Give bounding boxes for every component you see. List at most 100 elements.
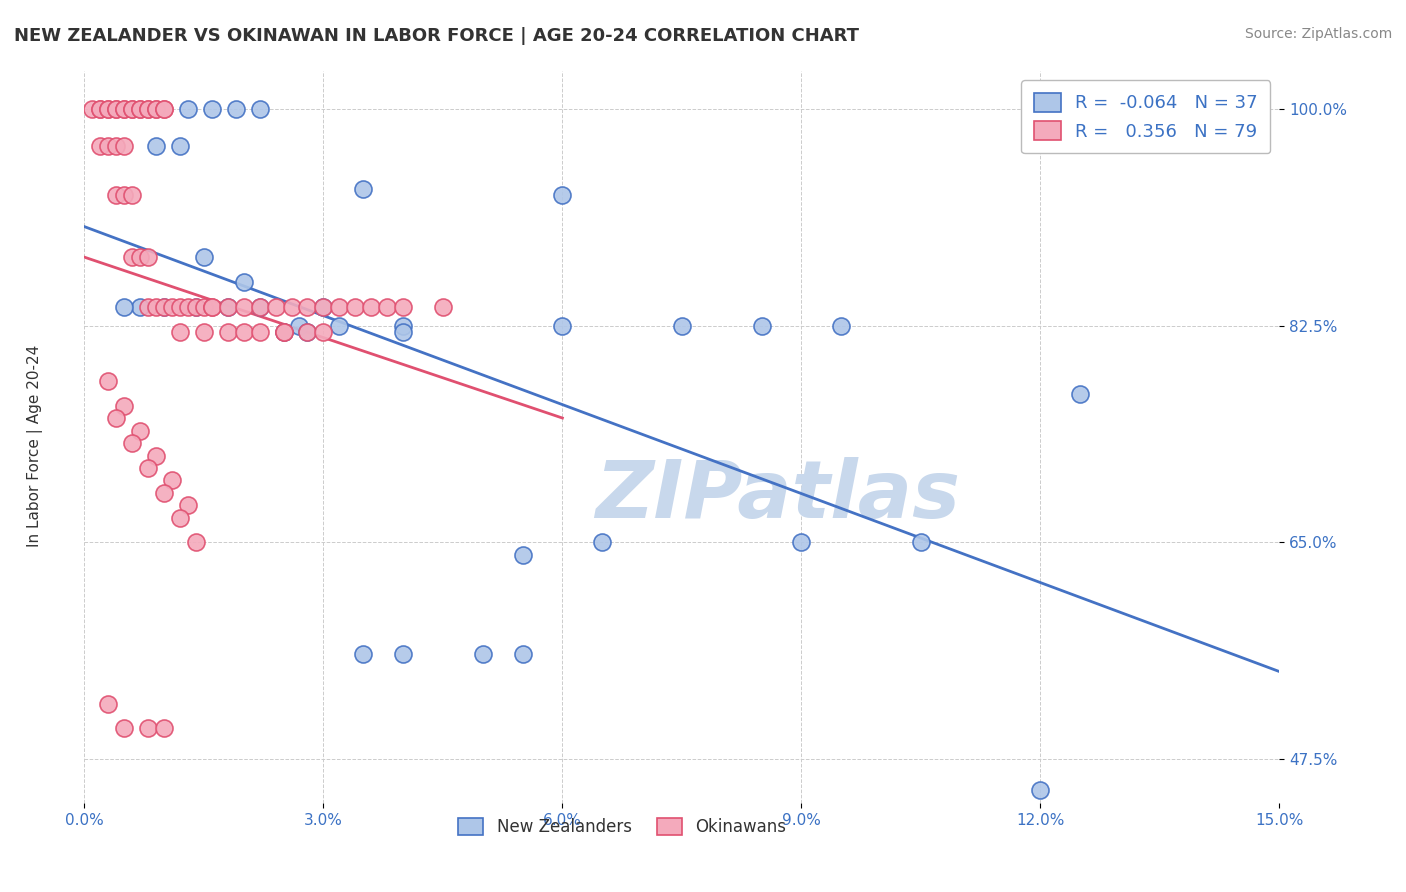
Point	[217, 325, 239, 339]
Point	[105, 188, 128, 202]
Point	[273, 325, 295, 339]
Point	[184, 300, 207, 314]
Point	[328, 318, 350, 333]
Point	[1029, 783, 1052, 797]
Point	[121, 188, 143, 202]
Point	[225, 102, 247, 116]
Point	[790, 535, 813, 549]
Point	[112, 722, 135, 736]
Point	[121, 102, 143, 116]
Point	[112, 102, 135, 116]
Text: Source: ZipAtlas.com: Source: ZipAtlas.com	[1244, 27, 1392, 41]
Point	[153, 300, 176, 314]
Point	[136, 300, 159, 314]
Point	[136, 461, 159, 475]
Point	[551, 318, 574, 333]
Point	[112, 138, 135, 153]
Point	[169, 325, 191, 339]
Point	[153, 722, 176, 736]
Point	[217, 300, 239, 314]
Point	[153, 102, 176, 116]
Point	[177, 102, 200, 116]
Point	[169, 510, 191, 524]
Point	[232, 325, 254, 339]
Point	[352, 182, 374, 196]
Point	[392, 300, 415, 314]
Point	[136, 722, 159, 736]
Point	[145, 449, 167, 463]
Point	[432, 300, 454, 314]
Text: NEW ZEALANDER VS OKINAWAN IN LABOR FORCE | AGE 20-24 CORRELATION CHART: NEW ZEALANDER VS OKINAWAN IN LABOR FORCE…	[14, 27, 859, 45]
Point	[328, 300, 350, 314]
Point	[89, 102, 111, 116]
Point	[273, 325, 295, 339]
Point	[97, 102, 120, 116]
Point	[145, 300, 167, 314]
Point	[512, 548, 534, 562]
Point	[551, 188, 574, 202]
Point	[184, 535, 207, 549]
Point	[136, 102, 159, 116]
Point	[352, 647, 374, 661]
Point	[169, 138, 191, 153]
Point	[89, 102, 111, 116]
Point	[249, 300, 271, 314]
Point	[1069, 386, 1091, 401]
Point	[910, 535, 932, 549]
Point	[97, 374, 120, 388]
Point	[169, 300, 191, 314]
Point	[136, 102, 159, 116]
Point	[129, 424, 152, 438]
Point	[312, 300, 335, 314]
Point	[153, 486, 176, 500]
Point	[160, 300, 183, 314]
Point	[105, 138, 128, 153]
Point	[512, 647, 534, 661]
Point	[129, 102, 152, 116]
Point	[830, 318, 852, 333]
Point	[184, 300, 207, 314]
Point	[201, 300, 224, 314]
Point	[112, 300, 135, 314]
Point	[193, 250, 215, 264]
Point	[193, 325, 215, 339]
Point	[249, 300, 271, 314]
Point	[193, 300, 215, 314]
Point	[297, 325, 319, 339]
Point	[153, 102, 176, 116]
Point	[97, 102, 120, 116]
Point	[112, 399, 135, 413]
Point	[312, 300, 335, 314]
Point	[153, 300, 176, 314]
Point	[671, 318, 693, 333]
Point	[751, 318, 773, 333]
Point	[232, 275, 254, 289]
Point	[97, 697, 120, 711]
Point	[121, 436, 143, 450]
Point	[82, 102, 104, 116]
Point	[112, 188, 135, 202]
Point	[288, 318, 311, 333]
Point	[121, 250, 143, 264]
Point	[129, 250, 152, 264]
Point	[136, 250, 159, 264]
Point	[145, 102, 167, 116]
Point	[360, 300, 382, 314]
Point	[375, 300, 398, 314]
Point	[273, 325, 295, 339]
Point	[280, 300, 302, 314]
Point	[97, 138, 120, 153]
Point	[89, 138, 111, 153]
Point	[249, 102, 271, 116]
Point	[105, 102, 128, 116]
Legend: New Zealanders, Okinawans: New Zealanders, Okinawans	[449, 807, 796, 846]
Point	[392, 318, 415, 333]
Point	[264, 300, 287, 314]
Point	[392, 325, 415, 339]
Point	[177, 300, 200, 314]
Point	[145, 138, 167, 153]
Point	[177, 498, 200, 512]
Point	[105, 411, 128, 425]
Point	[471, 647, 494, 661]
Point	[297, 325, 319, 339]
